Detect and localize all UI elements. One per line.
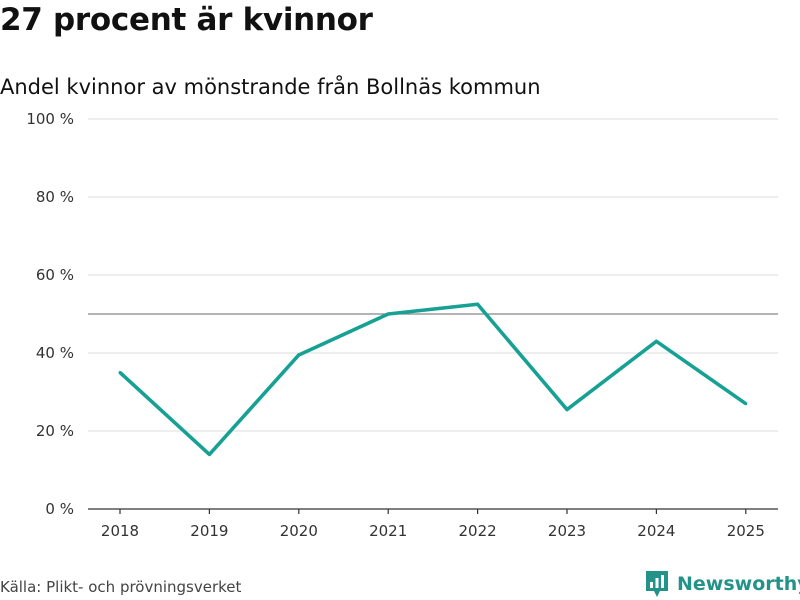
data-point-2022	[476, 302, 480, 306]
chart-subtitle: Andel kvinnor av mönstrande från Bollnäs…	[0, 75, 541, 99]
y-tick-label-60: 60 %	[36, 266, 74, 284]
x-tick-label-2018: 2018	[101, 522, 139, 540]
series-line-0	[118, 302, 747, 457]
x-axis	[88, 508, 778, 514]
y-tick-label-100: 100 %	[26, 110, 74, 128]
data-point-2020	[297, 353, 301, 357]
x-tick-label-2019: 2019	[190, 522, 228, 540]
x-tick-label-2024: 2024	[637, 522, 675, 540]
y-tick-label-40: 40 %	[36, 344, 74, 362]
gridlines	[88, 118, 778, 432]
data-point-2024	[654, 339, 658, 343]
data-point-2019	[207, 452, 211, 456]
x-axis-labels: 2018 2019 2020 2021 2022 2023 2024 2025	[101, 522, 765, 540]
newsworthy-logo-icon	[646, 571, 668, 597]
brand-name: Newsworthy	[677, 573, 800, 595]
x-tick-label-2023: 2023	[548, 522, 586, 540]
brand-logo: Newsworthy	[644, 569, 800, 599]
y-axis-labels: 0 % 20 % 40 % 60 % 80 % 100 %	[26, 110, 74, 518]
data-point-2023	[565, 408, 569, 412]
chart-title: 27 procent är kvinnor	[0, 2, 373, 38]
data-point-2018	[118, 371, 122, 374]
data-point-2021	[386, 312, 390, 316]
y-tick-label-0: 0 %	[45, 500, 74, 518]
x-tick-label-2025: 2025	[727, 522, 765, 540]
x-tick-label-2021: 2021	[369, 522, 407, 540]
series-group	[118, 302, 748, 457]
x-tick-label-2020: 2020	[280, 522, 318, 540]
source-note: Källa: Plikt- och prövningsverket	[0, 578, 242, 596]
data-point-2025	[744, 402, 748, 406]
y-tick-label-20: 20 %	[36, 422, 74, 440]
x-tick-label-2022: 2022	[459, 522, 497, 540]
y-tick-label-80: 80 %	[36, 188, 74, 206]
